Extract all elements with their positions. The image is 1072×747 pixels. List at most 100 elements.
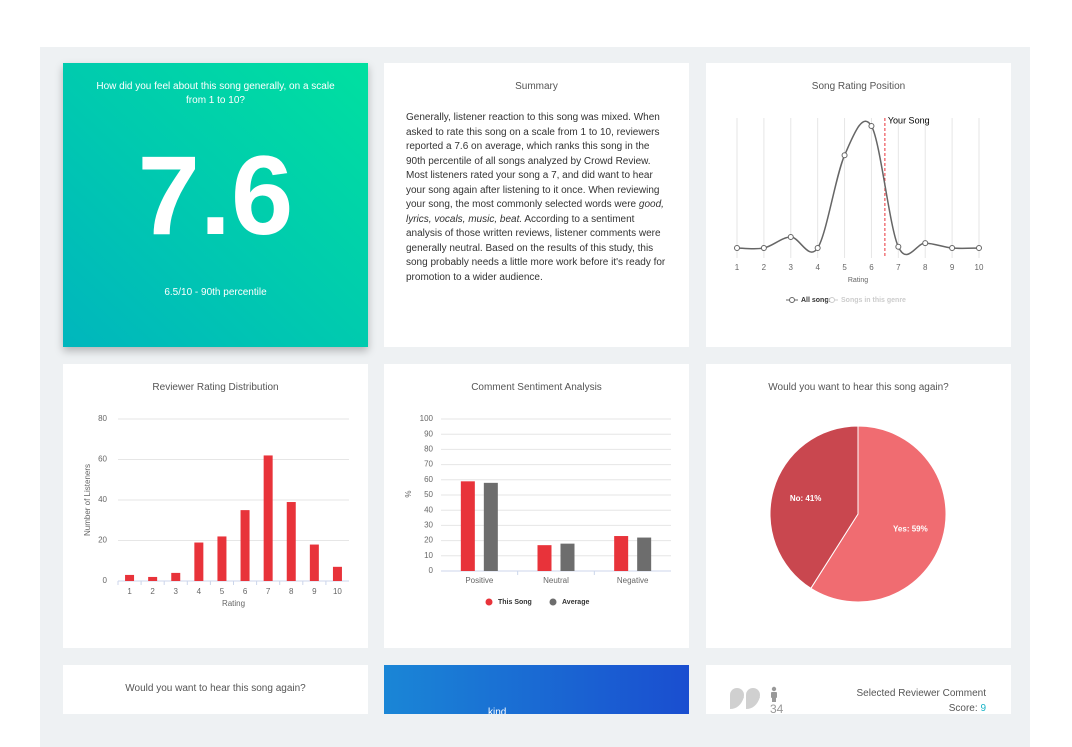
- legend-label: Average: [562, 599, 589, 606]
- bar: [309, 544, 319, 581]
- text-segment: According to a sentiment analysis of tho…: [406, 213, 666, 283]
- x-tick-label: 10: [975, 263, 984, 272]
- legend-swatch: [829, 297, 835, 303]
- wordcloud-card: kind: [384, 665, 689, 714]
- point: [949, 245, 956, 251]
- point: [976, 245, 982, 251]
- data-label: Yes: 59%: [893, 524, 928, 533]
- bar: [217, 536, 227, 581]
- listener-count: 34: [770, 702, 784, 714]
- summary-card: Summary Generally, listener reaction to …: [384, 63, 689, 347]
- x-tick-label: 9: [312, 587, 317, 596]
- y-tick-label: 60: [424, 475, 433, 484]
- bar: [637, 537, 652, 571]
- x-tick-label: 8: [923, 263, 928, 272]
- x-tick-label: 4: [815, 263, 820, 272]
- legend-swatch: [549, 598, 557, 606]
- y-tick-label: 40: [98, 495, 107, 504]
- x-tick-label: 2: [150, 587, 155, 596]
- score: 9: [980, 703, 986, 714]
- text-segment: good, lyrics, vocals, music, beat.: [406, 199, 664, 225]
- word: kind: [488, 707, 507, 714]
- point: [814, 245, 821, 251]
- chart: 1 2 3 4 5 6 7 8 9 10 Rating Your Song All songs Songs…: [734, 115, 984, 304]
- chart-card: Song Rating Position 1 2 3 4 5 6 7 8 9 10 Rating Yo…: [706, 63, 1011, 347]
- comment-card: 34 Selected Reviewer Comment Score: 9: [706, 665, 1011, 714]
- y-tick-label: 30: [424, 521, 433, 530]
- y-tick-label: 100: [420, 414, 434, 423]
- score-value: 7.6: [137, 133, 294, 258]
- series-line: [736, 120, 980, 256]
- data-label: No: 41%: [790, 494, 822, 503]
- card-title: Song Rating Position: [811, 81, 906, 92]
- x-tick-label: 8: [289, 587, 294, 596]
- chart-card: Comment Sentiment Analysis 0 10 20 30 40 50 60…: [384, 364, 689, 648]
- chart: 0 10 20 30 40 50 60 70 80 90 100% Positive Neutral Ne…: [404, 414, 671, 606]
- x-axis-label: Rating: [222, 599, 245, 608]
- card-title: Comment Sentiment Analysis: [471, 382, 602, 393]
- bar: [171, 572, 181, 581]
- x-tick-label: 4: [197, 587, 202, 596]
- bar: [483, 482, 498, 571]
- x-tick-label: 10: [333, 587, 342, 596]
- point: [922, 240, 929, 247]
- point: [841, 152, 848, 159]
- comment-title: Selected Reviewer Comment: [856, 688, 987, 699]
- legend-swatch: [485, 598, 493, 606]
- page: How did you feel about this song general…: [40, 47, 1030, 747]
- point: [787, 234, 794, 241]
- bar: [332, 566, 342, 581]
- marker-label: Your Song: [888, 115, 930, 125]
- quote-icon: [730, 688, 760, 709]
- point: [734, 245, 740, 251]
- chart: 0 20 40 60 80 Number of Listeners 1 2 3 4 5 6 7 8 9 10 R…: [83, 414, 349, 608]
- legend-label: This Song: [498, 599, 532, 606]
- card-title: Would you want to hear this song again?: [768, 382, 949, 393]
- bar: [125, 574, 135, 581]
- y-tick-label: 40: [424, 505, 433, 514]
- y-tick-label: 90: [424, 429, 433, 438]
- x-tick-label: 3: [174, 587, 179, 596]
- y-tick-label: 70: [424, 460, 433, 469]
- card-title: Would you want to hear this song again?: [125, 683, 306, 694]
- score-line: Score: 9: [949, 703, 986, 714]
- bar: [263, 455, 273, 581]
- y-tick-label: 80: [424, 445, 433, 454]
- x-tick-label: Negative: [617, 576, 649, 585]
- score-card: How did you feel about this song general…: [63, 63, 368, 347]
- x-tick-label: 7: [896, 263, 901, 272]
- legend-label: Songs in this genre: [841, 297, 906, 304]
- y-tick-label: 80: [98, 414, 107, 423]
- bar: [560, 543, 575, 571]
- x-tick-label: 5: [842, 263, 847, 272]
- y-tick-label: 20: [424, 536, 433, 545]
- question: How did you feel about this song general…: [96, 81, 335, 106]
- point: [760, 245, 767, 251]
- bar: [194, 542, 204, 581]
- y-axis-label: %: [404, 490, 413, 497]
- person-icon: [771, 686, 777, 702]
- x-tick-label: 5: [220, 587, 225, 596]
- x-tick-label: 7: [266, 587, 271, 596]
- bar: [460, 481, 475, 571]
- point: [895, 243, 902, 250]
- x-tick-label: 1: [735, 263, 740, 272]
- x-tick-label: 2: [762, 263, 767, 272]
- x-tick-label: Neutral: [543, 576, 569, 585]
- bar: [537, 545, 552, 571]
- x-tick-label: 6: [869, 263, 874, 272]
- bar: [286, 502, 296, 581]
- legend-label: All songs: [801, 297, 833, 304]
- percentile: 6.5/10 - 90th percentile: [164, 287, 267, 298]
- bar: [240, 510, 250, 581]
- x-tick-label: Positive: [465, 576, 494, 585]
- y-tick-label: 0: [103, 576, 108, 585]
- y-tick-label: 20: [98, 536, 107, 545]
- y-tick-label: 0: [429, 566, 434, 575]
- chart: Yes: 59% No: 41%: [769, 425, 947, 603]
- card-title: Summary: [515, 81, 558, 92]
- x-tick-label: 9: [950, 263, 955, 272]
- pie-slice: [810, 425, 947, 603]
- text-segment: Generally, listener reaction to this son…: [406, 112, 660, 210]
- card-title: Reviewer Rating Distribution: [152, 382, 279, 393]
